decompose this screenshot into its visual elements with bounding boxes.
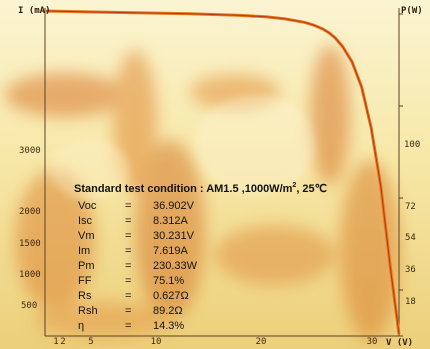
chart-title-superscript: 2 [292, 182, 297, 189]
equals-sign: = [125, 260, 132, 272]
y-tick-label: 1500 [19, 239, 41, 249]
y2-tick-label: 36 [405, 265, 416, 275]
y2-tick-label: 54 [405, 233, 416, 243]
equals-sign: = [125, 290, 132, 302]
equals-sign: = [125, 320, 132, 332]
parameter-name: Voc [78, 200, 97, 212]
parameter-name: Pm [78, 260, 95, 272]
parameter-name: Rs [78, 290, 92, 302]
iv-curve-line [45, 10, 400, 335]
y-axis-title: I (mA) [18, 6, 51, 16]
chart-title-text: Standard test condition : AM1.5 ,1000W/m [74, 183, 293, 195]
chart-title: Standard test condition : AM1.5 ,1000W/m… [74, 182, 328, 196]
parameter-value: 75.1% [153, 275, 185, 287]
equals-sign: = [125, 305, 132, 317]
x-tick-label: 2 [60, 337, 66, 347]
parameter-value: 7.619A [153, 245, 188, 257]
chart-title-suffix: , 25℃ [296, 183, 328, 195]
x-tick-label: 20 [255, 337, 267, 347]
equals-sign: = [125, 230, 132, 242]
parameter-value: 14.3% [153, 320, 185, 332]
parameter-value: 89.2Ω [153, 305, 183, 317]
x-tick-label: 5 [88, 337, 94, 347]
y2-tick-label: 18 [405, 297, 416, 307]
equals-sign: = [125, 245, 132, 257]
parameter-value: 0.627Ω [153, 290, 189, 302]
parameter-name: FF [78, 275, 92, 287]
parameter-value: 8.312A [153, 215, 188, 227]
x-tick-label: 10 [150, 337, 162, 347]
x-tick-label: 1 [53, 337, 59, 347]
parameter-name: Isc [78, 215, 93, 227]
x-tick-label: 30 [366, 337, 378, 347]
y2-tick-label: 72 [405, 202, 416, 212]
y-tick-label: 2000 [19, 207, 41, 217]
parameter-name: Rsh [78, 305, 98, 317]
y-tick-label: 3000 [19, 146, 41, 156]
parameter-value: 36.902V [153, 200, 194, 212]
equals-sign: = [125, 200, 132, 212]
y-tick-label: 500 [21, 301, 38, 311]
equals-sign: = [125, 215, 132, 227]
parameter-value: 30.231V [153, 230, 194, 242]
parameter-name: Im [78, 245, 91, 257]
y2-axis-title: P(W) [401, 6, 423, 16]
y-tick-label: 1000 [19, 270, 41, 280]
parameter-value: 230.33W [153, 260, 198, 272]
parameter-name: η [78, 320, 85, 332]
y2-tick-label: 100 [404, 140, 421, 150]
equals-sign: = [125, 275, 132, 287]
parameter-name: Vm [78, 230, 95, 242]
x-axis-title: V (V) [386, 338, 414, 348]
